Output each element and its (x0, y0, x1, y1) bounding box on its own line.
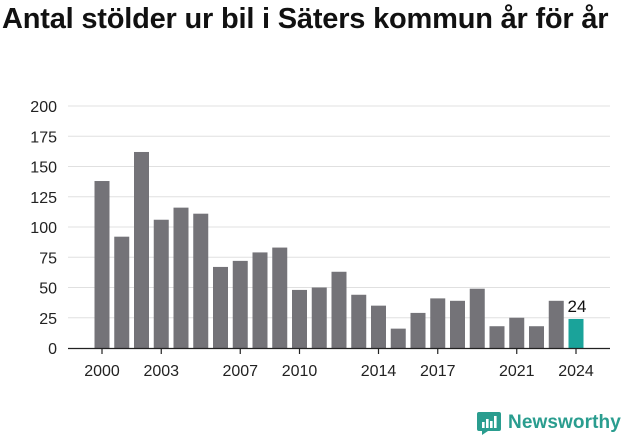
bar-2018 (450, 300, 465, 348)
y-axis-ticks: 0 25 50 75 100 125 150 175 200 (30, 99, 57, 358)
x-tick-label-2000: 2000 (84, 363, 120, 380)
bar-2014 (371, 305, 386, 348)
bar-2022 (529, 326, 544, 348)
y-tick-label-150: 150 (30, 160, 57, 177)
bar-2010 (292, 289, 307, 348)
bar-2003 (153, 219, 169, 348)
bar-2011 (311, 287, 327, 348)
x-axis-ticks: 2000 2003 2007 2010 2014 2017 2021 2024 (84, 348, 594, 380)
bar-2020 (489, 326, 505, 348)
y-tick-label-75: 75 (39, 250, 57, 267)
bar-2015 (390, 328, 406, 348)
bar-2005 (193, 213, 209, 348)
y-tick-label-25: 25 (39, 311, 57, 328)
bar-2017 (430, 298, 446, 348)
y-tick-label-50: 50 (39, 281, 57, 298)
bar-2002 (134, 151, 149, 348)
bar-2006 (213, 266, 228, 348)
x-tick-label-2014: 2014 (361, 363, 397, 380)
bar-2012 (331, 271, 347, 348)
newsworthy-logo[interactable]: Newsworthy (476, 409, 621, 437)
x-tick-label-2010: 2010 (282, 363, 318, 380)
bar-2019 (469, 288, 485, 348)
bar-2024 (568, 318, 584, 348)
bar-2004 (173, 207, 189, 348)
x-tick-label-2017: 2017 (420, 363, 456, 380)
bar-2001 (114, 236, 130, 348)
x-tick-label-2003: 2003 (143, 363, 179, 380)
y-tick-label-0: 0 (48, 341, 57, 358)
y-tick-label-175: 175 (30, 129, 57, 146)
newsworthy-icon (477, 412, 501, 435)
y-tick-label-100: 100 (30, 220, 57, 237)
bar-2016 (410, 312, 426, 348)
y-tick-label-200: 200 (30, 99, 57, 116)
x-tick-label-2021: 2021 (499, 363, 535, 380)
bar-2008 (252, 252, 268, 348)
chart-title: Antal stölder ur bil i Säters kommun år … (2, 3, 609, 35)
x-tick-label-2024: 2024 (558, 363, 594, 380)
data-labels: 24 (568, 297, 587, 316)
brand-name: Newsworthy (508, 412, 621, 433)
bar-2007 (232, 260, 248, 348)
x-tick-label-2007: 2007 (222, 363, 258, 380)
bar-2013 (351, 294, 367, 348)
data-label-2024: 24 (568, 297, 587, 316)
bar-2023 (548, 300, 564, 348)
y-tick-label-125: 125 (30, 190, 57, 207)
bar-2009 (272, 247, 288, 348)
bars (94, 151, 584, 348)
bar-2000 (94, 181, 110, 348)
bar-2021 (509, 317, 525, 348)
